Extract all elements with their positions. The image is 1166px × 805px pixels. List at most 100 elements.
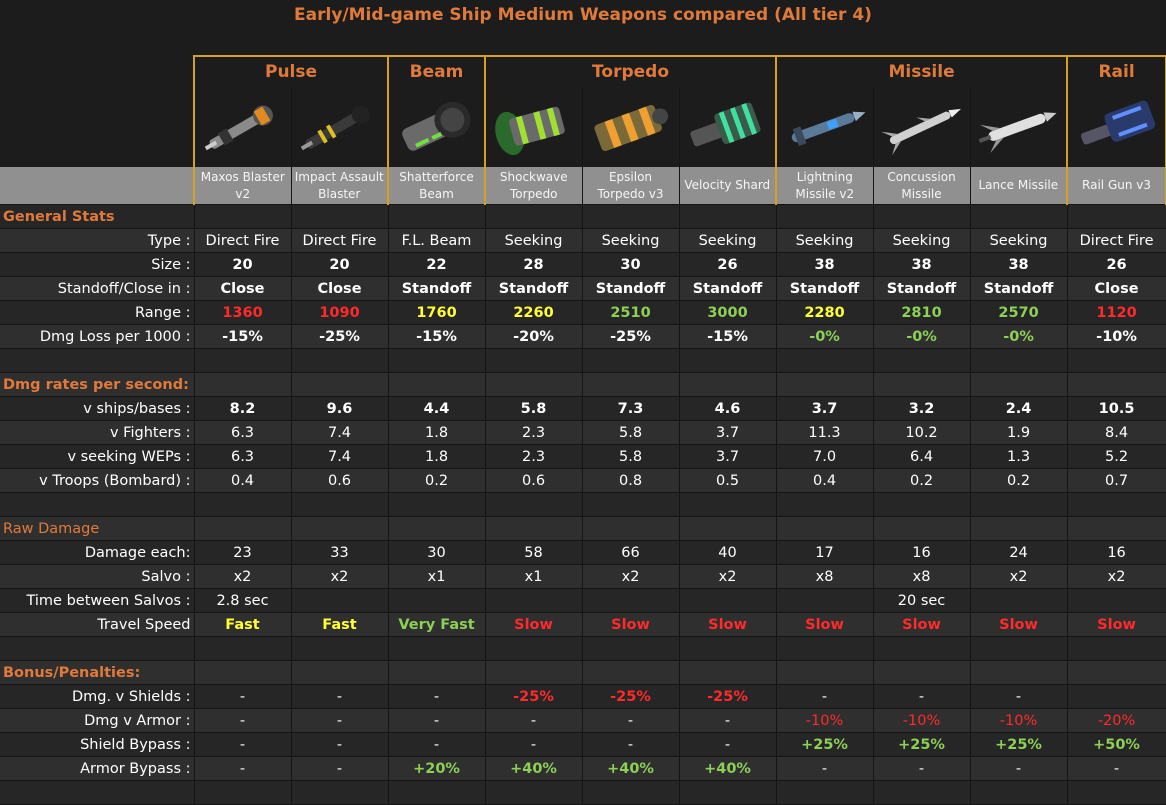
empty-cell — [776, 492, 874, 517]
empty-cell — [194, 516, 292, 541]
row-label: v Troops (Bombard) : — [0, 468, 195, 493]
value-cell: 7.4 — [291, 444, 389, 469]
empty-cell — [388, 660, 486, 685]
value-cell — [388, 588, 486, 613]
row-label: Armor Bypass : — [0, 756, 195, 781]
empty-cell — [485, 516, 583, 541]
empty-cell — [291, 636, 389, 661]
value-cell: +20% — [388, 756, 486, 781]
weapon-name: Impact Assault Blaster — [291, 167, 390, 205]
weapon-name: Shatterforce Beam — [387, 167, 487, 205]
value-cell: Seeking — [679, 228, 777, 253]
row-label: Dmg Loss per 1000 : — [0, 324, 195, 349]
value-cell: Close — [291, 276, 389, 301]
row-label: Travel Speed — [0, 612, 195, 637]
section-row: General Stats — [0, 204, 1166, 229]
value-cell: Fast — [291, 612, 389, 637]
value-cell: 0.4 — [194, 468, 292, 493]
empty-cell — [582, 780, 680, 805]
group-missile: Missile — [775, 55, 1069, 87]
value-cell: 8.2 — [194, 396, 292, 421]
value-cell: 5.8 — [582, 420, 680, 445]
empty-cell — [873, 204, 971, 229]
row-range: Range :1360 1090 1760 2260 2510 3000 2280 2810 2… — [0, 300, 1166, 325]
value-cell: 0.4 — [776, 468, 874, 493]
empty-cell — [970, 636, 1068, 661]
row-label: v Fighters : — [0, 420, 195, 445]
value-cell: -25% — [582, 324, 680, 349]
value-cell: x1 — [388, 564, 486, 589]
weapon-name: Shockwave Torpedo — [484, 167, 583, 205]
value-cell: 16 — [1067, 540, 1166, 565]
row-label: Dmg v Armor : — [0, 708, 195, 733]
empty-cell — [873, 780, 971, 805]
value-cell: 30 — [388, 540, 486, 565]
weapon-name: Velocity Shard — [679, 167, 778, 205]
value-cell: 1360 — [194, 300, 292, 325]
value-cell: Direct Fire — [291, 228, 389, 253]
section-row: Dmg rates per second: — [0, 372, 1166, 397]
value-cell: - — [194, 708, 292, 733]
value-cell — [485, 588, 583, 613]
weapon-name: Concussion Missile — [873, 167, 971, 205]
empty-cell — [970, 516, 1068, 541]
value-cell: -20% — [485, 324, 583, 349]
section-heading: Raw Damage — [0, 516, 195, 541]
value-cell: Standoff — [776, 276, 874, 301]
empty-cell — [776, 516, 874, 541]
value-cell: 5.2 — [1067, 444, 1166, 469]
empty-cell — [1067, 372, 1166, 397]
empty-cell — [388, 348, 486, 373]
value-cell: Fast — [194, 612, 292, 637]
value-cell: 38 — [776, 252, 874, 277]
value-cell: 11.3 — [776, 420, 874, 445]
value-cell: - — [194, 732, 292, 757]
value-cell: 20 sec — [873, 588, 971, 613]
value-cell: - — [679, 708, 777, 733]
value-cell: 2570 — [970, 300, 1068, 325]
value-cell: 5.8 — [582, 444, 680, 469]
empty-cell — [485, 660, 583, 685]
empty-cell — [1067, 348, 1166, 373]
value-cell — [582, 588, 680, 613]
value-cell: 2.3 — [485, 444, 583, 469]
empty-cell — [291, 492, 389, 517]
value-cell: 8.4 — [1067, 420, 1166, 445]
group-torpedo: Torpedo — [484, 55, 778, 87]
page-title: Early/Mid-game Ship Medium Weapons compa… — [294, 5, 872, 25]
value-cell: 58 — [485, 540, 583, 565]
value-cell: Standoff — [485, 276, 583, 301]
value-cell: 2810 — [873, 300, 971, 325]
empty-cell — [582, 636, 680, 661]
value-cell: x2 — [970, 564, 1068, 589]
value-cell: x2 — [194, 564, 292, 589]
empty-cell — [194, 780, 292, 805]
value-cell: +40% — [485, 756, 583, 781]
empty-cell — [776, 348, 874, 373]
data-rows: General Stats Type : Direct Fire Direct Fir… — [0, 204, 1166, 805]
empty-cell — [291, 204, 389, 229]
empty-cell — [873, 492, 971, 517]
shockwave-torpedo-icon — [484, 87, 583, 167]
empty-cell — [194, 204, 292, 229]
value-cell: 2.4 — [970, 396, 1068, 421]
value-cell: 3.7 — [679, 420, 777, 445]
value-cell: 10.2 — [873, 420, 971, 445]
value-cell: -15% — [679, 324, 777, 349]
value-cell: -15% — [194, 324, 292, 349]
value-cell: Standoff — [679, 276, 777, 301]
value-cell: 26 — [1067, 252, 1166, 277]
row-timebetween: Time between Salvos :2.8 sec 20 sec — [0, 588, 1166, 613]
empty-cell — [873, 348, 971, 373]
spacer-row — [0, 492, 1166, 517]
value-cell: 26 — [679, 252, 777, 277]
value-cell: 16 — [873, 540, 971, 565]
empty-cell — [388, 780, 486, 805]
value-cell: 4.6 — [679, 396, 777, 421]
empty-cell — [679, 636, 777, 661]
empty-cell — [485, 492, 583, 517]
value-cell: - — [485, 708, 583, 733]
empty-cell — [485, 348, 583, 373]
value-cell: x8 — [873, 564, 971, 589]
value-cell: -10% — [970, 708, 1068, 733]
